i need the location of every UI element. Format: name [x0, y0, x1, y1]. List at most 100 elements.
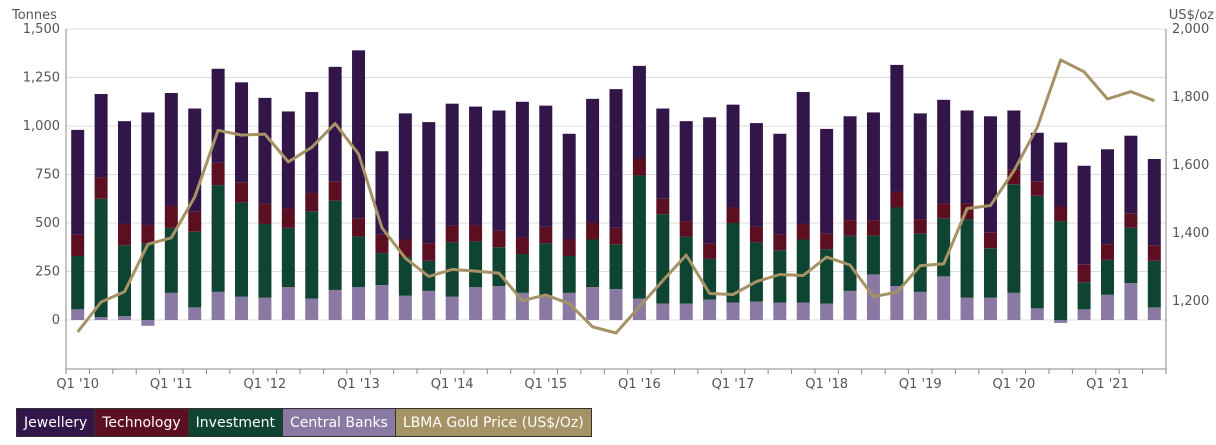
bar-central-banks: [305, 298, 319, 320]
bar-jewellery: [305, 92, 319, 193]
bar-jewellery: [1007, 110, 1021, 170]
bar-central-banks: [422, 290, 436, 320]
bar-jewellery: [749, 123, 763, 227]
left-tick-label: 500: [35, 216, 60, 231]
bar-jewellery: [375, 151, 389, 235]
bar-jewellery: [1147, 158, 1161, 246]
bar-layer: [71, 50, 1161, 326]
bar-jewellery: [586, 98, 600, 223]
bar-central-banks: [211, 291, 225, 320]
bar-jewellery: [352, 50, 366, 219]
bar-technology: [235, 182, 249, 203]
bar-jewellery: [515, 101, 529, 238]
bar-investment: [71, 255, 85, 310]
bar-technology: [469, 224, 483, 242]
bar-investment: [211, 185, 225, 292]
bar-technology: [562, 239, 576, 256]
legend-item-jewellery[interactable]: Jewellery: [16, 408, 96, 437]
bar-investment: [1124, 227, 1138, 284]
bar-technology: [609, 227, 623, 245]
bar-investment: [983, 248, 997, 298]
bar-central-banks: [1007, 292, 1021, 320]
bar-central-banks: [937, 276, 951, 320]
bar-jewellery: [843, 116, 857, 221]
bar-jewellery: [703, 117, 717, 244]
legend-item-lbma-gold-price-us-oz-[interactable]: LBMA Gold Price (US$/Oz): [394, 408, 592, 437]
bar-central-banks: [281, 287, 295, 320]
bar-technology: [305, 192, 319, 212]
bar-technology: [281, 208, 295, 228]
x-tick-label: Q1 '16: [618, 377, 661, 392]
bar-investment: [586, 239, 600, 288]
bar-jewellery: [164, 93, 178, 206]
bar-investment: [726, 223, 740, 303]
right-tick-label: 1,200: [1172, 294, 1209, 309]
bar-jewellery: [469, 106, 483, 225]
bar-jewellery: [773, 133, 787, 235]
bar-jewellery: [983, 116, 997, 233]
bar-investment: [188, 231, 202, 308]
x-tick-label: Q1 '11: [150, 377, 193, 392]
right-tick-label: 1,400: [1172, 226, 1209, 241]
left-tick-label: 250: [35, 265, 60, 280]
bar-central-banks: [562, 292, 576, 320]
bar-jewellery: [539, 105, 553, 227]
x-tick-label: Q1 '19: [899, 377, 942, 392]
left-tick-label: 1,250: [23, 71, 60, 86]
bar-technology: [445, 225, 459, 243]
bar-technology: [375, 234, 389, 254]
axis-layer: Tonnes US$/oz 0 250 500 750 1,000 1,250 1,500 1…: [11, 8, 1214, 392]
legend-item-technology[interactable]: Technology: [94, 408, 189, 437]
bar-investment: [164, 227, 178, 293]
bar-investment: [656, 214, 670, 304]
bar-investment: [141, 243, 155, 320]
bar-investment: [1077, 282, 1091, 310]
bar-technology: [141, 224, 155, 244]
bar-investment: [890, 207, 904, 287]
bar-central-banks: [1054, 320, 1068, 323]
bar-investment: [913, 233, 927, 292]
bar-jewellery: [1077, 165, 1091, 265]
bar-jewellery: [679, 121, 693, 222]
bar-central-banks: [1124, 283, 1138, 320]
gold-demand-chart: Tonnes US$/oz 0 250 500 750 1,000 1,250 1,500 1…: [11, 8, 1214, 392]
bar-central-banks: [983, 297, 997, 320]
bar-jewellery: [94, 93, 108, 178]
bar-investment: [305, 211, 319, 299]
right-tick-label: 2,000: [1172, 22, 1209, 37]
bar-investment: [820, 249, 834, 304]
bar-investment: [1030, 195, 1044, 309]
bar-investment: [94, 198, 108, 318]
bar-technology: [1077, 264, 1091, 283]
bar-central-banks: [960, 297, 974, 320]
bar-technology: [1124, 213, 1138, 228]
bar-jewellery: [937, 99, 951, 204]
bar-jewellery: [118, 121, 132, 224]
bar-jewellery: [890, 64, 904, 192]
right-tick-label: 1,600: [1172, 158, 1209, 173]
bar-technology: [983, 232, 997, 249]
bar-jewellery: [71, 129, 85, 235]
bar-jewellery: [235, 82, 249, 183]
legend-item-central-banks[interactable]: Central Banks: [281, 408, 396, 437]
bar-technology: [1030, 181, 1044, 196]
bar-central-banks: [164, 292, 178, 320]
bar-central-banks: [820, 303, 834, 320]
legend-item-investment[interactable]: Investment: [187, 408, 283, 437]
bar-central-banks: [726, 302, 740, 320]
bar-jewellery: [398, 113, 412, 240]
bar-central-banks: [656, 303, 670, 320]
bar-central-banks: [71, 309, 85, 320]
bar-investment: [562, 255, 576, 293]
bar-investment: [1147, 260, 1161, 308]
left-tick-label: 1,500: [23, 22, 60, 37]
bar-technology: [188, 211, 202, 232]
bar-central-banks: [703, 299, 717, 320]
bar-technology: [94, 177, 108, 199]
x-tick-label: Q1 '13: [337, 377, 380, 392]
x-tick-label: Q1 '15: [524, 377, 567, 392]
bar-jewellery: [492, 110, 506, 231]
bar-technology: [703, 243, 717, 259]
bar-jewellery: [562, 133, 576, 240]
bar-investment: [398, 256, 412, 296]
